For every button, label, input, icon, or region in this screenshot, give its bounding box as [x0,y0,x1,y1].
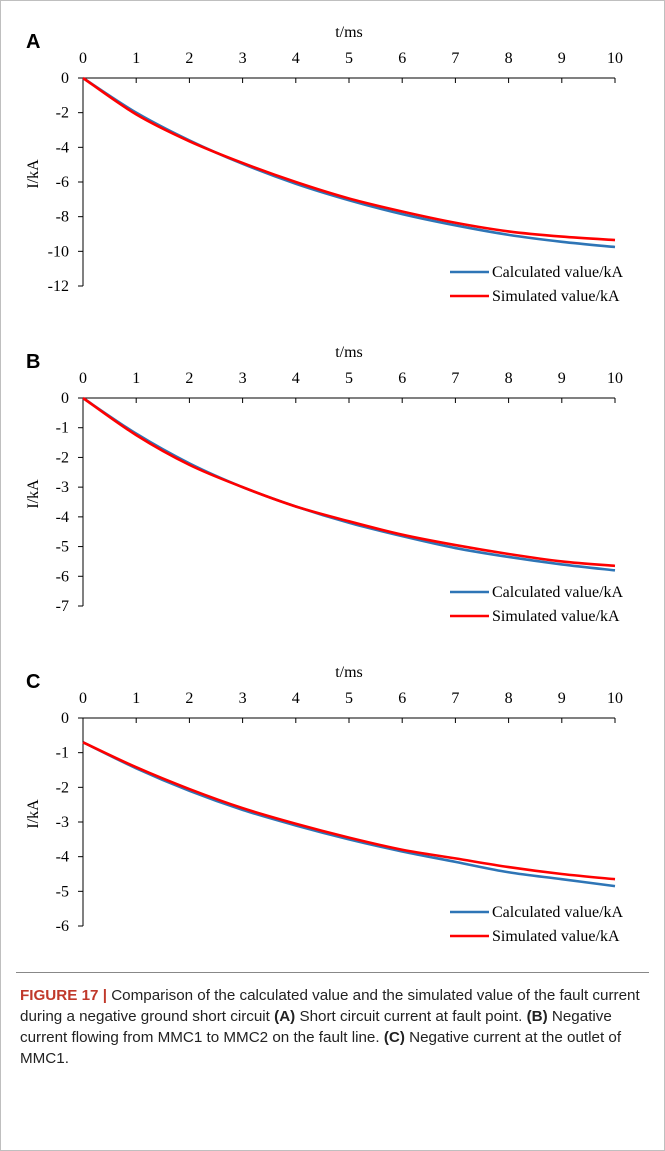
series-line-simulated [82,741,616,881]
x-axis-title: t/ms [335,344,363,361]
x-tick-label: 5 [345,690,353,707]
x-tick-label: 4 [292,370,300,387]
y-tick-label: -4 [56,849,69,866]
legend-label: Simulated value/kA [492,608,620,625]
x-tick-label: 0 [79,370,87,387]
x-tick-label: 8 [505,370,513,387]
y-tick-label: -3 [56,479,69,496]
legend-label: Calculated value/kA [492,264,624,281]
x-tick-label: 4 [292,690,300,707]
series-line-simulated [82,396,616,568]
caption-part-a-label: (A) [274,1008,296,1025]
x-tick-label: 10 [607,690,623,707]
y-tick-label: -8 [56,209,69,226]
legend-label: Simulated value/kA [492,928,620,945]
x-tick-label: 3 [239,50,247,67]
x-tick-label: 5 [345,50,353,67]
x-tick-label: 1 [132,50,140,67]
y-tick-label: -2 [56,449,69,466]
x-tick-label: 8 [505,50,513,67]
x-axis-title: t/ms [335,664,363,681]
y-tick-label: -2 [56,105,69,122]
x-tick-label: 10 [607,50,623,67]
y-tick-label: -4 [56,139,69,156]
y-tick-label: -10 [48,243,69,260]
x-tick-label: 7 [451,370,459,387]
x-tick-label: 1 [132,370,140,387]
y-axis-title: I/kA [25,799,42,829]
y-tick-label: -5 [56,883,69,900]
y-tick-label: -1 [56,745,69,762]
caption-part-b-text: Negative current flowing from MMC1 to MM… [20,1008,612,1046]
y-tick-label: -4 [56,509,69,526]
legend-label: Simulated value/kA [492,288,620,305]
caption-part-c-text: Negative current at the outlet of MMC1. [20,1029,622,1067]
y-tick-label: -6 [56,568,69,585]
series-line-calculated [82,396,616,572]
series-line-calculated [82,741,616,888]
x-tick-label: 9 [558,690,566,707]
y-tick-label: -1 [56,420,69,437]
y-tick-label: 0 [61,710,69,727]
y-tick-label: -6 [56,174,69,191]
x-tick-label: 7 [451,50,459,67]
x-axis-title: t/ms [335,24,363,41]
x-tick-label: 5 [345,370,353,387]
x-tick-label: 2 [185,690,193,707]
x-tick-label: 3 [239,370,247,387]
x-tick-label: 9 [558,50,566,67]
x-tick-label: 7 [451,690,459,707]
x-tick-label: 9 [558,370,566,387]
panel-label: C [26,671,40,693]
x-tick-label: 0 [79,690,87,707]
y-tick-label: -6 [56,918,69,935]
y-axis-title: I/kA [25,479,42,509]
x-tick-label: 2 [185,50,193,67]
panel-label: A [26,31,40,53]
caption-part-a-text: Short circuit current at fault point. [299,1008,523,1025]
y-tick-label: 0 [61,70,69,87]
panel-label: B [26,351,40,373]
y-tick-label: -3 [56,814,69,831]
caption-text: Comparison of the calculated value and t… [20,987,640,1025]
x-tick-label: 0 [79,50,87,67]
x-tick-label: 6 [398,690,406,707]
figure-label: FIGURE 17 | [20,987,107,1004]
legend-label: Calculated value/kA [492,584,624,601]
x-tick-label: 3 [239,690,247,707]
x-tick-label: 2 [185,370,193,387]
x-tick-label: 10 [607,370,623,387]
y-tick-label: 0 [61,390,69,407]
caption-part-c-label: (C) [383,1029,405,1046]
y-tick-label: -2 [56,779,69,796]
caption-divider [16,972,649,973]
x-tick-label: 8 [505,690,513,707]
y-axis-title: I/kA [25,159,42,189]
y-tick-label: -12 [48,278,69,295]
x-tick-label: 1 [132,690,140,707]
series-line-simulated [82,76,616,242]
series-line-calculated [82,76,616,249]
legend-label: Calculated value/kA [492,904,624,921]
y-tick-label: -7 [56,598,69,615]
x-tick-label: 4 [292,50,300,67]
caption-part-b-label: (B) [526,1008,548,1025]
y-tick-label: -5 [56,539,69,556]
x-tick-label: 6 [398,50,406,67]
x-tick-label: 6 [398,370,406,387]
figure-caption: FIGURE 17 | Comparison of the calculated… [20,985,648,1069]
